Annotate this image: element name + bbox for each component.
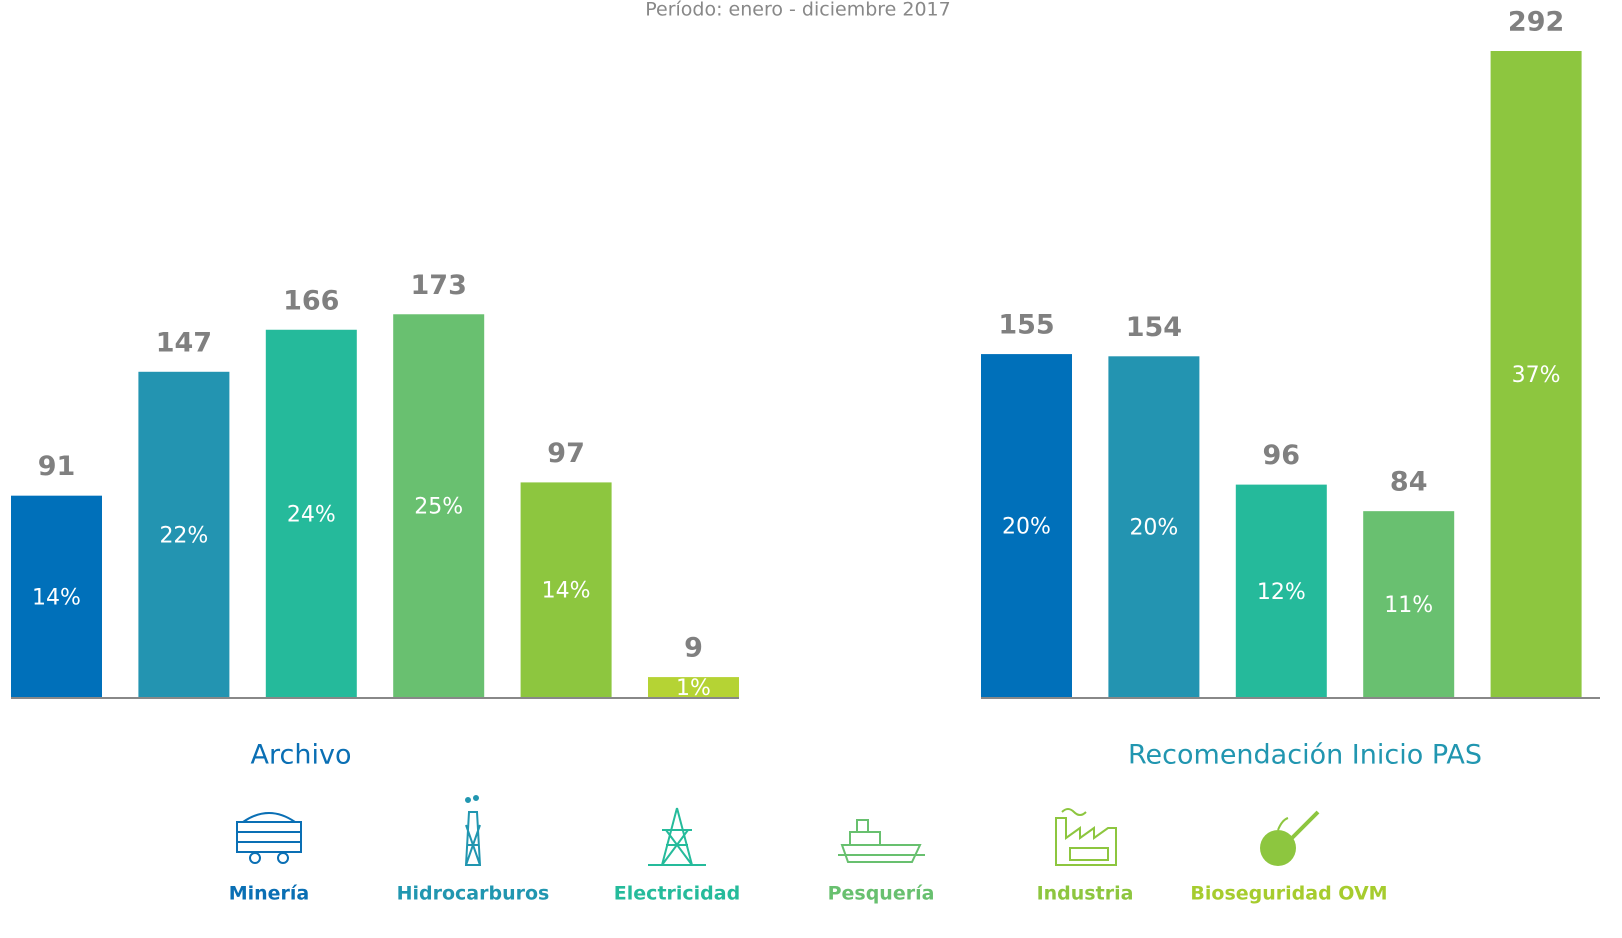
bar [1490, 51, 1582, 697]
legend-label: Electricidad [614, 883, 740, 905]
share-label: 25% [414, 495, 463, 520]
value-label: 147 [156, 327, 212, 358]
bar [138, 371, 230, 697]
value-label: 155 [998, 310, 1054, 341]
share-label: 24% [287, 502, 336, 527]
bar [1235, 484, 1327, 697]
icon-bioseguridad [1260, 810, 1320, 866]
bar [981, 354, 1072, 697]
icon-pesqueria [838, 819, 925, 863]
chart-title: Recomendación Inicio PAS [1128, 740, 1482, 771]
value-label: 166 [283, 285, 339, 316]
icon-hidrocarburos [464, 795, 482, 866]
value-label: 173 [411, 270, 467, 301]
bar [11, 495, 102, 697]
share-label: 14% [32, 585, 81, 610]
value-label: 91 [38, 451, 76, 482]
bar [393, 314, 485, 697]
share-label: 1% [676, 676, 711, 701]
icon-electricidad [648, 807, 706, 866]
share-label: 37% [1512, 363, 1561, 388]
bar [1108, 356, 1200, 697]
value-label: 97 [547, 438, 585, 469]
chart-title: Archivo [251, 740, 352, 771]
bar [648, 677, 739, 697]
share-label: 12% [1257, 580, 1306, 605]
value-label: 84 [1390, 467, 1428, 498]
legend-label: Bioseguridad OVM [1190, 883, 1387, 905]
icon-mineria [236, 812, 302, 864]
legend-label: Minería [229, 883, 310, 905]
share-label: 22% [159, 523, 208, 548]
legend-label: Pesquería [828, 883, 935, 905]
bar [265, 329, 357, 697]
bar [520, 482, 612, 697]
share-label: 20% [1002, 515, 1051, 540]
bar [1363, 511, 1455, 697]
value-label: 292 [1508, 7, 1564, 38]
value-label: 96 [1263, 440, 1301, 471]
icons [236, 795, 1320, 866]
value-label: 9 [684, 633, 703, 664]
share-label: 11% [1384, 593, 1433, 618]
share-label: 20% [1129, 516, 1178, 541]
subtitle: Período: enero - diciembre 2017 [645, 0, 950, 21]
legend-label: Hidrocarburos [397, 883, 550, 905]
value-label: 154 [1126, 312, 1182, 343]
icon-industria [1055, 808, 1117, 866]
legend-label: Industria [1037, 883, 1134, 905]
share-label: 14% [542, 579, 591, 604]
